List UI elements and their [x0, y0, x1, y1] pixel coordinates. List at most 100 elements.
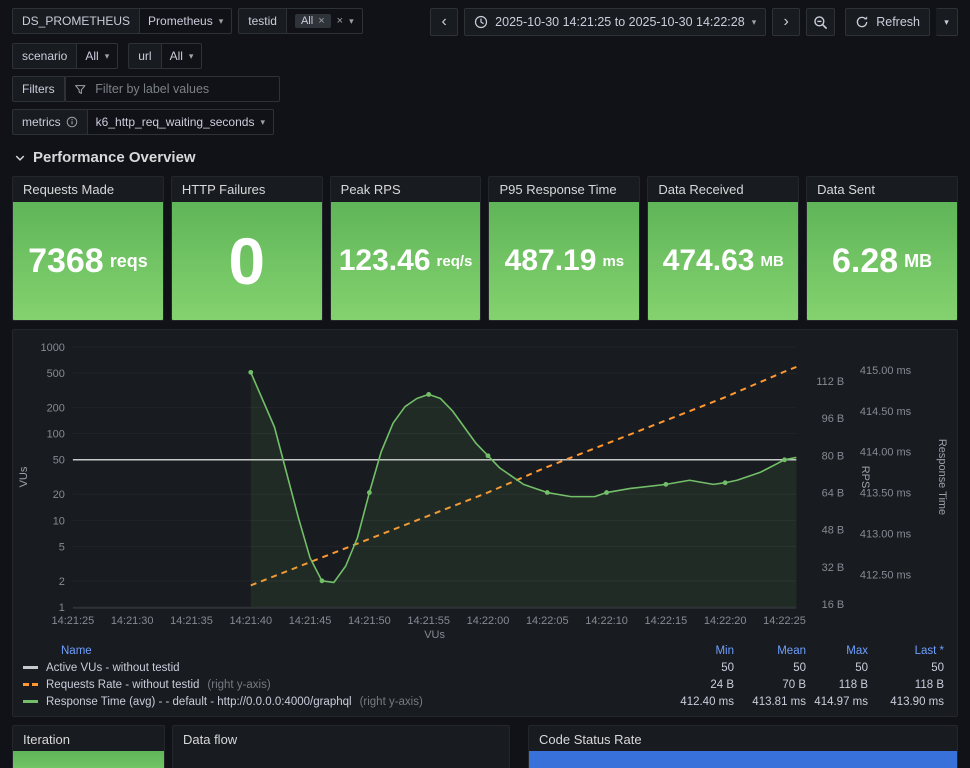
- svg-text:10: 10: [53, 515, 65, 527]
- zoom-out-button[interactable]: [806, 8, 836, 36]
- filter-input-wrap[interactable]: [64, 76, 280, 102]
- svg-text:1000: 1000: [41, 342, 65, 354]
- legend-stat-value: 70 B: [782, 678, 806, 691]
- legend-series-label: Active VUs - without testid: [46, 661, 180, 674]
- svg-text:415.00 ms: 415.00 ms: [860, 365, 912, 377]
- legend-stat-value: 50: [793, 661, 806, 674]
- stat-value: 487.19: [504, 244, 597, 277]
- svg-text:VUs: VUs: [18, 466, 30, 487]
- svg-text:200: 200: [47, 403, 65, 415]
- code-status-bar: [529, 751, 957, 768]
- metrics-row: metrics k6_http_req_waiting_seconds ▾: [12, 109, 958, 135]
- clear-selection-icon[interactable]: ×: [336, 14, 344, 27]
- svg-text:20: 20: [53, 489, 65, 501]
- stat-value: 6.28: [831, 242, 899, 280]
- legend: Name Min Mean Max Last * Active VUs - without…: [13, 640, 957, 710]
- code-status-panel-title[interactable]: Code Status Rate: [539, 732, 642, 747]
- stat-panel-title[interactable]: P95 Response Time: [499, 182, 617, 197]
- svg-text:14:22:10: 14:22:10: [585, 615, 628, 627]
- url-value[interactable]: All ▾: [161, 43, 203, 69]
- scenario-value[interactable]: All ▾: [77, 43, 119, 69]
- testid-chip[interactable]: All ×: [294, 14, 331, 28]
- stat-panel-title[interactable]: Data Sent: [817, 182, 875, 197]
- stat-panel: Data Received 474.63 MB: [647, 176, 800, 321]
- svg-text:1: 1: [59, 602, 65, 614]
- legend-column-header[interactable]: Name: [61, 644, 92, 657]
- legend-series-name[interactable]: Response Time (avg) - - default - http:/…: [23, 693, 660, 710]
- legend-column-header[interactable]: Min: [715, 644, 734, 657]
- chevron-down-icon: ▾: [349, 15, 354, 26]
- stat-unit: MB: [904, 251, 933, 271]
- chevron-down-icon: ▾: [218, 15, 224, 26]
- stat-value-area: 123.46 req/s: [330, 202, 481, 320]
- series-color-swatch: [23, 666, 38, 669]
- svg-text:14:22:05: 14:22:05: [526, 615, 569, 627]
- stat-unit: req/s: [436, 252, 473, 270]
- dataflow-panel-title[interactable]: Data flow: [183, 732, 238, 747]
- scenario-value-text: All: [85, 49, 99, 63]
- svg-text:14:22:25: 14:22:25: [763, 615, 806, 627]
- stat-value-area: 7368 reqs: [13, 202, 163, 320]
- stat-unit: ms: [602, 252, 625, 270]
- stat-panel-title[interactable]: Peak RPS: [340, 182, 401, 197]
- chevron-down-icon: ▾: [751, 16, 757, 27]
- legend-column-header[interactable]: Mean: [777, 644, 806, 657]
- remove-chip-icon[interactable]: ×: [318, 14, 325, 27]
- legend-stat-value: 413.81 ms: [752, 695, 806, 708]
- stat-panel-title[interactable]: HTTP Failures: [181, 182, 266, 197]
- legend-stat-value: 414.97 ms: [814, 695, 868, 708]
- metrics-value[interactable]: k6_http_req_waiting_seconds ▾: [87, 109, 274, 135]
- legend-series-name[interactable]: Requests Rate - without testid (right y-…: [23, 676, 660, 693]
- time-range-button[interactable]: 2025-10-30 14:21:25 to 2025-10-30 14:22:…: [464, 8, 767, 36]
- time-forward-button[interactable]: ›: [772, 8, 801, 36]
- legend-stat-value: 50: [855, 661, 868, 674]
- stat-panel: P95 Response Time 487.19 ms: [488, 176, 641, 321]
- svg-text:80 B: 80 B: [822, 450, 845, 462]
- refresh-button[interactable]: Refresh: [845, 8, 930, 36]
- stat-panel-title[interactable]: Data Received: [658, 182, 744, 197]
- svg-text:96 B: 96 B: [822, 413, 845, 425]
- filters-row: Filters: [12, 76, 958, 102]
- svg-text:14:21:35: 14:21:35: [170, 615, 213, 627]
- series-color-swatch: [23, 700, 38, 703]
- legend-series-name[interactable]: Active VUs - without testid: [23, 659, 660, 676]
- datasource-label: DS_PROMETHEUS: [12, 8, 141, 34]
- stat-value: 0: [228, 224, 266, 298]
- testid-picker: testid All × × ▾: [238, 8, 363, 34]
- timeseries-panel: 1000 500 200 100 50 20 10 5 2 1 14:21:25 14:21:30 14…: [12, 329, 958, 717]
- iteration-panel-title[interactable]: Iteration: [23, 732, 70, 747]
- svg-text:14:22:20: 14:22:20: [704, 615, 747, 627]
- svg-text:14:21:25: 14:21:25: [52, 615, 95, 627]
- stat-value: 7368: [28, 242, 104, 280]
- refresh-interval-button[interactable]: ▾: [936, 8, 958, 36]
- testid-value[interactable]: All × × ▾: [286, 8, 363, 34]
- stat-unit: MB: [760, 252, 784, 270]
- svg-text:412.50 ms: 412.50 ms: [860, 569, 912, 581]
- stat-panel: Requests Made 7368 reqs: [12, 176, 164, 321]
- svg-text:14:22:00: 14:22:00: [467, 615, 510, 627]
- svg-text:112 B: 112 B: [816, 376, 844, 388]
- legend-stat-value: 24 B: [710, 678, 734, 691]
- filter-input[interactable]: [93, 81, 271, 97]
- iteration-stat-body: [13, 751, 164, 768]
- svg-text:413.50 ms: 413.50 ms: [860, 488, 912, 500]
- legend-axis-suffix: (right y-axis): [207, 678, 271, 691]
- testid-chip-text: All: [300, 15, 314, 27]
- svg-text:2: 2: [59, 576, 65, 588]
- time-back-button[interactable]: ‹: [430, 8, 459, 36]
- timeseries-svg[interactable]: 1000 500 200 100 50 20 10 5 2 114:21:25 14:21:30 14…: [13, 333, 957, 640]
- datasource-value[interactable]: Prometheus ▾: [140, 8, 233, 34]
- section-performance-overview[interactable]: Performance Overview: [14, 149, 958, 166]
- scenario-picker: scenario All ▾: [12, 43, 119, 69]
- stat-value-area: 487.19 ms: [489, 202, 640, 320]
- stat-panel-title[interactable]: Requests Made: [23, 182, 115, 197]
- legend-series-label: Response Time (avg) - - default - http:/…: [46, 695, 352, 708]
- legend-column-header[interactable]: Last *: [914, 644, 944, 657]
- stat-value-area: 474.63 MB: [648, 202, 799, 320]
- testid-label: testid: [238, 8, 287, 34]
- url-label: url: [128, 43, 162, 69]
- scenario-label: scenario: [12, 43, 78, 69]
- legend-axis-suffix: (right y-axis): [359, 695, 423, 708]
- legend-column-header[interactable]: Max: [846, 644, 868, 657]
- stat-panel: Data Sent 6.28 MB: [806, 176, 958, 321]
